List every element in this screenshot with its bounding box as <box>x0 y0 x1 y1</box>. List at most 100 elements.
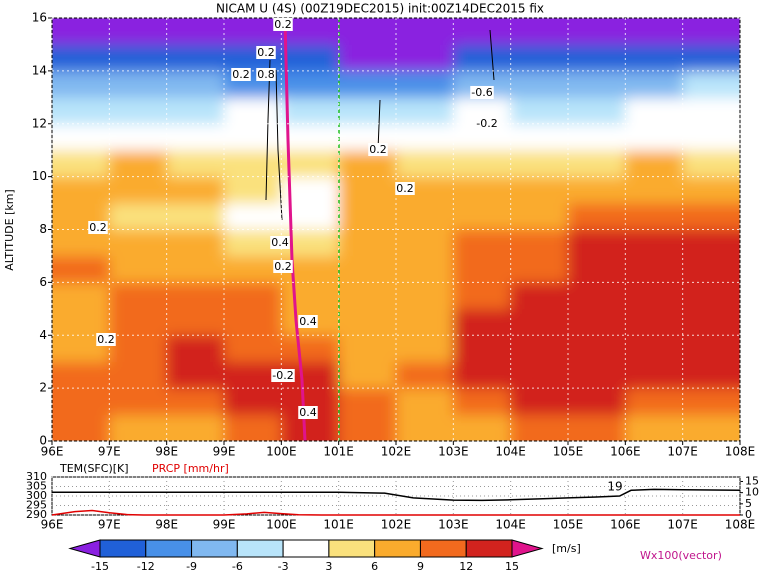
y2-tick-label: 0 <box>745 508 752 521</box>
y-tick-label: 12 <box>32 116 47 130</box>
x-tick-label: 107E <box>667 518 698 532</box>
contour-label: 0.4 <box>299 315 317 328</box>
cell <box>453 414 512 441</box>
cell <box>281 70 340 98</box>
cell <box>338 44 397 72</box>
cell <box>625 229 684 257</box>
x-tick-label: 102E <box>381 518 412 532</box>
cell <box>453 44 512 72</box>
y2-tick-label: 5 <box>745 497 752 510</box>
contour-label: -0.6 <box>471 86 492 99</box>
cell <box>224 150 282 178</box>
cell <box>568 388 626 416</box>
x-tick-label: 108E <box>725 445 756 459</box>
cell <box>396 414 454 441</box>
colorbar-label: 3 <box>325 560 332 573</box>
cell <box>224 308 282 336</box>
cell <box>568 282 626 310</box>
cell <box>682 123 740 151</box>
y-tick-label: 305 <box>26 480 47 493</box>
colorbar-label: -9 <box>186 560 197 573</box>
cell <box>453 282 512 310</box>
cell <box>109 176 168 204</box>
cell <box>166 203 225 230</box>
cell <box>166 361 225 389</box>
cell <box>109 335 168 363</box>
cell <box>568 44 626 72</box>
cell <box>281 150 340 178</box>
cell <box>224 388 282 416</box>
colorbar-label: -6 <box>232 560 243 573</box>
cell <box>338 176 397 204</box>
cell <box>338 203 397 230</box>
cell <box>682 282 740 310</box>
cell <box>625 308 684 336</box>
cell <box>338 308 397 336</box>
colorbar-label: -12 <box>137 560 155 573</box>
cell <box>338 282 397 310</box>
legend-label: TEM(SFC)[K] <box>59 462 129 475</box>
cell <box>338 388 397 416</box>
cell <box>52 150 110 178</box>
colorbar-label: 15 <box>505 560 519 573</box>
contour-label: 0.2 <box>232 68 250 81</box>
x-tick-label: 108E <box>725 518 756 532</box>
y-tick-label: 8 <box>39 222 47 236</box>
contour-label-bg <box>298 406 318 419</box>
cell <box>510 414 569 441</box>
cell <box>109 150 168 178</box>
cell <box>166 388 225 416</box>
x-tick-label: 106E <box>610 445 641 459</box>
cell <box>625 414 684 441</box>
contour-label: 0.2 <box>396 182 414 195</box>
cell <box>338 229 397 257</box>
colorbar-box <box>99 539 147 558</box>
cell <box>396 70 454 98</box>
cell <box>396 97 454 125</box>
x-tick-label: 101E <box>323 518 354 532</box>
y-tick-label: 10 <box>32 169 47 183</box>
cell <box>338 255 397 283</box>
x-tick-label: 105E <box>553 445 584 459</box>
cell <box>510 70 569 98</box>
cell <box>682 97 740 125</box>
x-tick-label: 103E <box>438 518 469 532</box>
cell <box>568 203 626 230</box>
x-tick-label: 104E <box>495 518 526 532</box>
contour-label: 0.2 <box>369 143 387 156</box>
cell <box>453 255 512 283</box>
cell <box>338 18 397 45</box>
cell <box>166 282 225 310</box>
annotation: 19 <box>607 480 622 494</box>
colorbar-box <box>465 539 513 558</box>
cell <box>682 70 740 98</box>
x-tick-label: 105E <box>553 518 584 532</box>
vector-label: Wx100(vector) <box>640 549 722 562</box>
contour-label: -0.2 <box>476 117 497 130</box>
x-tick-label: 98E <box>155 445 178 459</box>
cell <box>166 255 225 283</box>
cell <box>510 176 569 204</box>
contour-label: 0.4 <box>299 406 317 419</box>
cell <box>109 361 168 389</box>
x-tick-label: 106E <box>610 518 641 532</box>
y-tick-label: 14 <box>32 63 47 77</box>
cell <box>510 229 569 257</box>
cell <box>510 44 569 72</box>
cell <box>396 282 454 310</box>
colorbar-triangle <box>511 539 544 558</box>
y-tick-label: 0 <box>39 434 47 448</box>
colorbar-box <box>282 539 330 558</box>
cell <box>109 44 168 72</box>
cell <box>568 97 626 125</box>
x-tick-label: 101E <box>323 445 354 459</box>
cell <box>682 44 740 72</box>
x-tick-label: 103E <box>438 445 469 459</box>
contour-label: 0.2 <box>274 260 292 273</box>
cell <box>453 388 512 416</box>
cell <box>625 176 684 204</box>
cell <box>568 361 626 389</box>
cell <box>682 150 740 178</box>
cell <box>453 150 512 178</box>
cell <box>52 44 110 72</box>
